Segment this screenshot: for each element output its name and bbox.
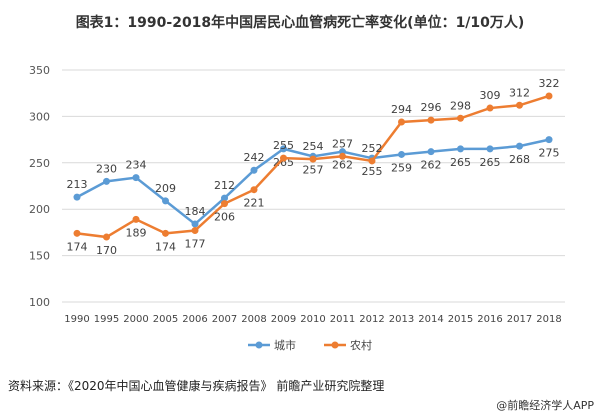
- data-label: 268: [509, 153, 530, 166]
- y-tick-label: 350: [29, 64, 50, 77]
- data-label: 255: [362, 165, 383, 178]
- data-point: [339, 152, 346, 160]
- x-tick-label: 2009: [271, 314, 296, 325]
- data-point: [191, 220, 199, 228]
- data-point: [221, 194, 228, 202]
- data-point: [486, 104, 494, 112]
- data-label: 174: [67, 240, 88, 253]
- data-label: 265: [450, 156, 471, 169]
- x-tick-label: 2017: [507, 314, 532, 325]
- data-point: [132, 215, 140, 223]
- data-point: [221, 200, 228, 208]
- x-tick-label: 2000: [123, 314, 148, 325]
- data-point: [162, 229, 169, 237]
- data-point: [73, 193, 81, 201]
- data-label: 294: [391, 103, 412, 116]
- data-label: 296: [421, 101, 442, 114]
- data-point: [457, 145, 464, 153]
- x-tick-label: 2016: [477, 314, 502, 325]
- y-tick-label: 100: [29, 296, 50, 309]
- data-label: 252: [362, 142, 383, 155]
- chart-title: 图表1：1990-2018年中国居民心血管病死亡率变化(单位：1/10万人): [75, 15, 525, 31]
- x-tick-label: 2013: [389, 314, 414, 325]
- data-point: [132, 174, 140, 182]
- y-tick-label: 150: [29, 250, 50, 263]
- data-label: 259: [391, 161, 412, 174]
- data-label: 209: [155, 182, 176, 195]
- legend-label: 农村: [350, 338, 372, 352]
- legend-label: 城市: [274, 338, 296, 352]
- data-point: [368, 157, 376, 165]
- data-label: 262: [421, 159, 442, 172]
- data-label: 184: [185, 205, 206, 218]
- data-point: [545, 92, 553, 100]
- x-tick-label: 2007: [212, 314, 237, 325]
- data-label: 309: [480, 89, 501, 102]
- data-label: 298: [450, 99, 471, 112]
- x-tick-label: 2006: [182, 314, 207, 325]
- data-point: [457, 114, 464, 122]
- data-point: [162, 197, 169, 205]
- data-point: [516, 142, 523, 150]
- data-label: 234: [126, 159, 147, 172]
- x-tick-label: 2015: [448, 314, 473, 325]
- data-label: 257: [332, 137, 353, 150]
- data-label: 255: [273, 139, 294, 152]
- data-label: 242: [244, 151, 265, 164]
- data-label: 230: [96, 162, 117, 175]
- data-label: 174: [155, 240, 176, 253]
- data-label: 189: [126, 226, 147, 239]
- data-point: [280, 154, 287, 162]
- data-point: [309, 155, 317, 163]
- credit-text: @前瞻经济学人APP: [496, 399, 594, 412]
- data-point: [191, 227, 199, 235]
- y-tick-label: 300: [29, 110, 50, 123]
- x-tick-label: 2018: [536, 314, 561, 325]
- data-point: [545, 136, 553, 144]
- x-tick-label: 2005: [153, 314, 178, 325]
- data-label: 312: [509, 86, 530, 99]
- data-label: 213: [67, 178, 88, 191]
- data-label: 206: [214, 211, 235, 224]
- y-tick-label: 200: [29, 203, 50, 216]
- data-label: 265: [480, 156, 501, 169]
- data-point: [486, 145, 494, 153]
- data-label: 254: [303, 140, 324, 153]
- data-point: [398, 118, 405, 126]
- x-tick-label: 1995: [94, 314, 119, 325]
- data-label: 257: [303, 163, 324, 176]
- data-label: 177: [185, 238, 206, 251]
- data-point: [516, 101, 523, 109]
- x-tick-label: 1990: [64, 314, 89, 325]
- x-tick-label: 2008: [241, 314, 266, 325]
- legend-marker: [255, 341, 263, 349]
- data-point: [398, 150, 405, 158]
- data-point: [73, 229, 81, 237]
- data-point: [103, 233, 110, 241]
- data-point: [103, 177, 110, 185]
- data-point: [250, 186, 258, 194]
- legend-marker: [331, 341, 339, 349]
- data-label: 221: [244, 197, 265, 210]
- source-note: 资料来源：《2020年中国心血管健康与疾病报告》 前瞻产业研究院整理: [8, 379, 385, 393]
- y-tick-label: 250: [29, 157, 50, 170]
- data-point: [250, 166, 258, 174]
- x-tick-label: 2011: [330, 314, 355, 325]
- data-point: [427, 148, 435, 156]
- data-label: 262: [332, 159, 353, 172]
- x-tick-label: 2014: [418, 314, 443, 325]
- data-label: 170: [96, 244, 117, 257]
- data-label: 322: [539, 77, 560, 90]
- data-point: [280, 145, 287, 153]
- data-label: 275: [539, 147, 560, 160]
- data-point: [427, 116, 435, 124]
- data-label: 212: [214, 179, 235, 192]
- x-tick-label: 2010: [300, 314, 325, 325]
- x-tick-label: 2012: [359, 314, 384, 325]
